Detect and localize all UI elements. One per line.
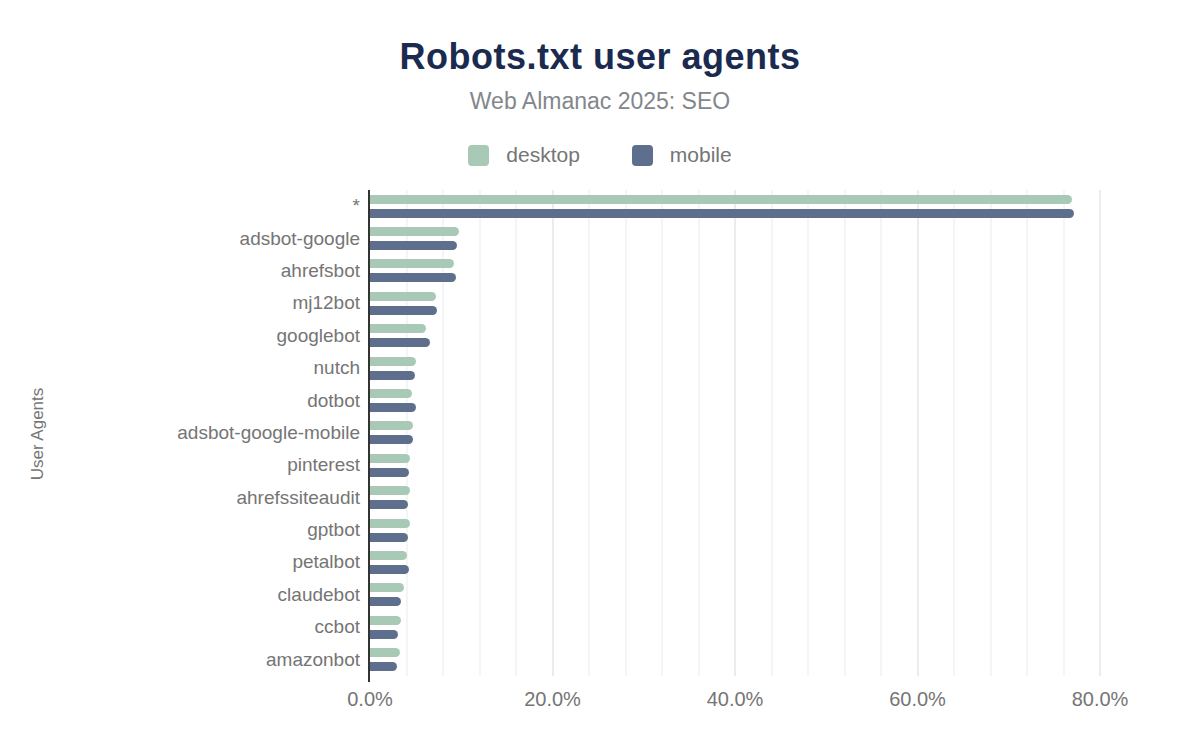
bar-desktop[interactable] (370, 519, 410, 528)
category-label: claudebot (0, 584, 360, 606)
bar-mobile[interactable] (370, 371, 415, 380)
chart-page: Robots.txt user agents Web Almanac 2025:… (0, 0, 1200, 742)
category-label: ccbot (0, 616, 360, 638)
bar-group (370, 643, 1100, 675)
category-label: googlebot (0, 325, 360, 347)
bar-desktop[interactable] (370, 583, 404, 592)
bar-desktop[interactable] (370, 357, 416, 366)
bar-desktop[interactable] (370, 454, 410, 463)
chart-row: ccbot (0, 611, 1200, 643)
category-label: ahrefssiteaudit (0, 487, 360, 509)
chart-row: adsbot-google-mobile (0, 417, 1200, 449)
bar-group (370, 514, 1100, 546)
bar-desktop[interactable] (370, 259, 454, 268)
page-title: Robots.txt user agents (0, 36, 1200, 78)
legend: desktop mobile (0, 143, 1200, 167)
bar-desktop[interactable] (370, 648, 400, 657)
bar-mobile[interactable] (370, 565, 409, 574)
bar-group (370, 287, 1100, 319)
x-tick-label: 20.0% (524, 688, 581, 711)
bar-mobile[interactable] (370, 241, 457, 250)
category-label: ahrefsbot (0, 260, 360, 282)
x-axis-tick-labels: 0.0%20.0%40.0%60.0%80.0% (370, 688, 1100, 714)
chart-row: * (0, 190, 1200, 222)
legend-swatch-desktop (468, 145, 489, 166)
chart-row: petalbot (0, 546, 1200, 578)
chart-row: nutch (0, 352, 1200, 384)
bar-group (370, 417, 1100, 449)
bar-group (370, 222, 1100, 254)
chart-row: pinterest (0, 449, 1200, 481)
bar-group (370, 449, 1100, 481)
bar-group (370, 384, 1100, 416)
chart-row: dotbot (0, 384, 1200, 416)
bar-mobile[interactable] (370, 338, 430, 347)
bar-mobile[interactable] (370, 533, 408, 542)
bar-mobile[interactable] (370, 630, 398, 639)
legend-label: mobile (670, 143, 732, 167)
bar-mobile[interactable] (370, 468, 409, 477)
chart-row: gptbot (0, 514, 1200, 546)
chart-subtitle: Web Almanac 2025: SEO (0, 88, 1200, 115)
bar-group (370, 320, 1100, 352)
bar-mobile[interactable] (370, 273, 456, 282)
bar-group (370, 190, 1100, 222)
x-tick-label: 0.0% (347, 688, 393, 711)
category-label: adsbot-google (0, 228, 360, 250)
chart-row: ahrefssiteaudit (0, 482, 1200, 514)
category-label: amazonbot (0, 649, 360, 671)
x-tick-label: 80.0% (1072, 688, 1129, 711)
chart-row: mj12bot (0, 287, 1200, 319)
bar-desktop[interactable] (370, 486, 410, 495)
bar-desktop[interactable] (370, 616, 401, 625)
bar-chart: * adsbot-google ahrefsbot mj12bot googlebot n… (0, 190, 1200, 742)
chart-rows: * adsbot-google ahrefsbot mj12bot googlebot n… (0, 190, 1200, 676)
chart-row: ahrefsbot (0, 255, 1200, 287)
bar-mobile[interactable] (370, 662, 397, 671)
category-label: pinterest (0, 454, 360, 476)
bar-group (370, 482, 1100, 514)
legend-label: desktop (506, 143, 580, 167)
category-label: mj12bot (0, 292, 360, 314)
bar-desktop[interactable] (370, 292, 436, 301)
bar-desktop[interactable] (370, 551, 407, 560)
x-tick-label: 60.0% (889, 688, 946, 711)
category-label: * (0, 195, 360, 217)
bar-mobile[interactable] (370, 435, 413, 444)
legend-item-mobile[interactable]: mobile (632, 143, 732, 167)
bar-mobile[interactable] (370, 306, 437, 315)
legend-swatch-mobile (632, 145, 653, 166)
bar-mobile[interactable] (370, 403, 416, 412)
bar-mobile[interactable] (370, 209, 1074, 218)
chart-row: amazonbot (0, 643, 1200, 675)
bar-desktop[interactable] (370, 227, 459, 236)
bar-mobile[interactable] (370, 597, 401, 606)
bar-group (370, 352, 1100, 384)
bar-group (370, 611, 1100, 643)
x-tick-label: 40.0% (707, 688, 764, 711)
bar-desktop[interactable] (370, 195, 1072, 204)
bar-mobile[interactable] (370, 500, 408, 509)
bar-desktop[interactable] (370, 421, 413, 430)
chart-row: claudebot (0, 579, 1200, 611)
bar-group (370, 579, 1100, 611)
chart-row: googlebot (0, 320, 1200, 352)
bar-group (370, 546, 1100, 578)
bar-group (370, 255, 1100, 287)
bar-desktop[interactable] (370, 324, 426, 333)
category-label: gptbot (0, 519, 360, 541)
chart-row: adsbot-google (0, 222, 1200, 254)
category-label: nutch (0, 357, 360, 379)
legend-item-desktop[interactable]: desktop (468, 143, 580, 167)
category-label: dotbot (0, 390, 360, 412)
bar-desktop[interactable] (370, 389, 412, 398)
category-label: adsbot-google-mobile (0, 422, 360, 444)
category-label: petalbot (0, 551, 360, 573)
